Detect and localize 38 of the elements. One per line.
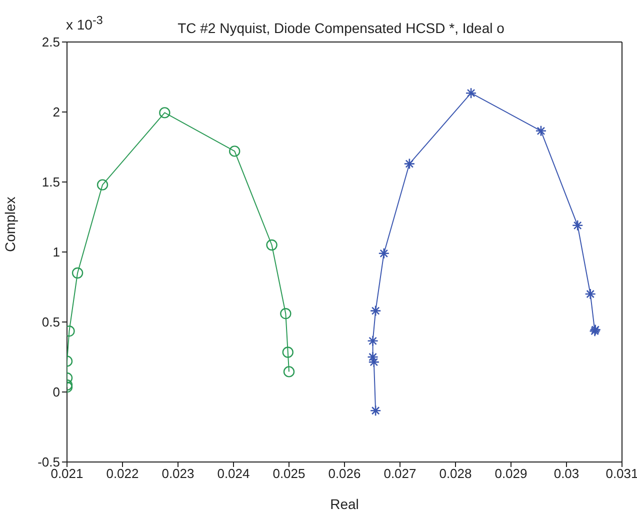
x-tick-label: 0.027 [384,466,416,482]
y-tick-label: 0 [52,384,60,400]
x-tick-label: 0.029 [494,466,528,482]
point [283,366,295,378]
point [72,267,84,279]
x-tick-label: 0.028 [439,466,472,482]
point [367,351,378,363]
point [378,248,390,260]
point [159,107,170,118]
point [280,308,292,320]
point [229,146,240,157]
y-tick-label: 1.5 [42,174,60,190]
point [370,305,382,316]
point [465,87,477,99]
x-tick-label: 0.025 [272,466,306,482]
x-tick-label: 0.022 [106,466,139,482]
point [584,288,596,300]
point [572,220,584,232]
point [96,179,108,190]
y-tick-label: 1 [52,244,60,260]
chart-title: TC #2 Nyquist, Diode Compensated HCSD *, Ideal o [178,20,504,36]
x-tick-label: 0.026 [328,466,361,482]
x-tick-label: 0.024 [217,466,250,482]
y-tick-label: 0.5 [42,314,60,330]
y-axis-title: Complex [2,196,18,252]
x-tick-label: 0.023 [162,466,194,482]
x-axis-title: Real [330,496,359,512]
point [282,346,294,358]
point [404,158,416,170]
point [266,239,278,251]
y-tick-label: 2.5 [42,34,60,50]
y-tick-label: 2 [52,104,60,120]
point [367,335,378,347]
x-tick-label: 0.03 [554,466,580,482]
point [370,404,382,416]
point [535,125,547,137]
text: x 10$^{-3}$ [66,14,103,33]
point [368,356,380,368]
